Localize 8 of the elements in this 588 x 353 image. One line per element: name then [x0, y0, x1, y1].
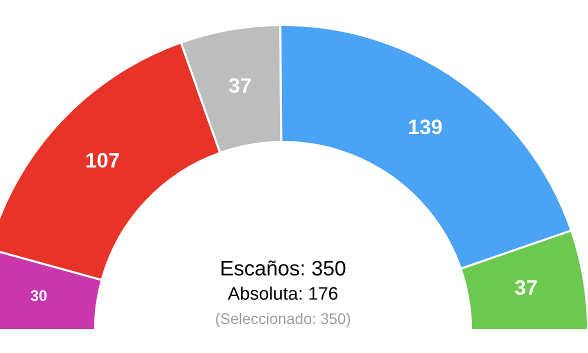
text: (Seleccionado: 350) — [216, 312, 350, 328]
data-label: 30 — [30, 290, 47, 302]
data-label: 107 — [86, 152, 120, 168]
text: Escaños: 350 — [222, 260, 346, 276]
text: Absoluta: 176 — [228, 286, 338, 300]
data-label: 37 — [228, 78, 251, 93]
data-label: 37 — [515, 280, 537, 295]
data-label: 139 — [409, 119, 442, 134]
